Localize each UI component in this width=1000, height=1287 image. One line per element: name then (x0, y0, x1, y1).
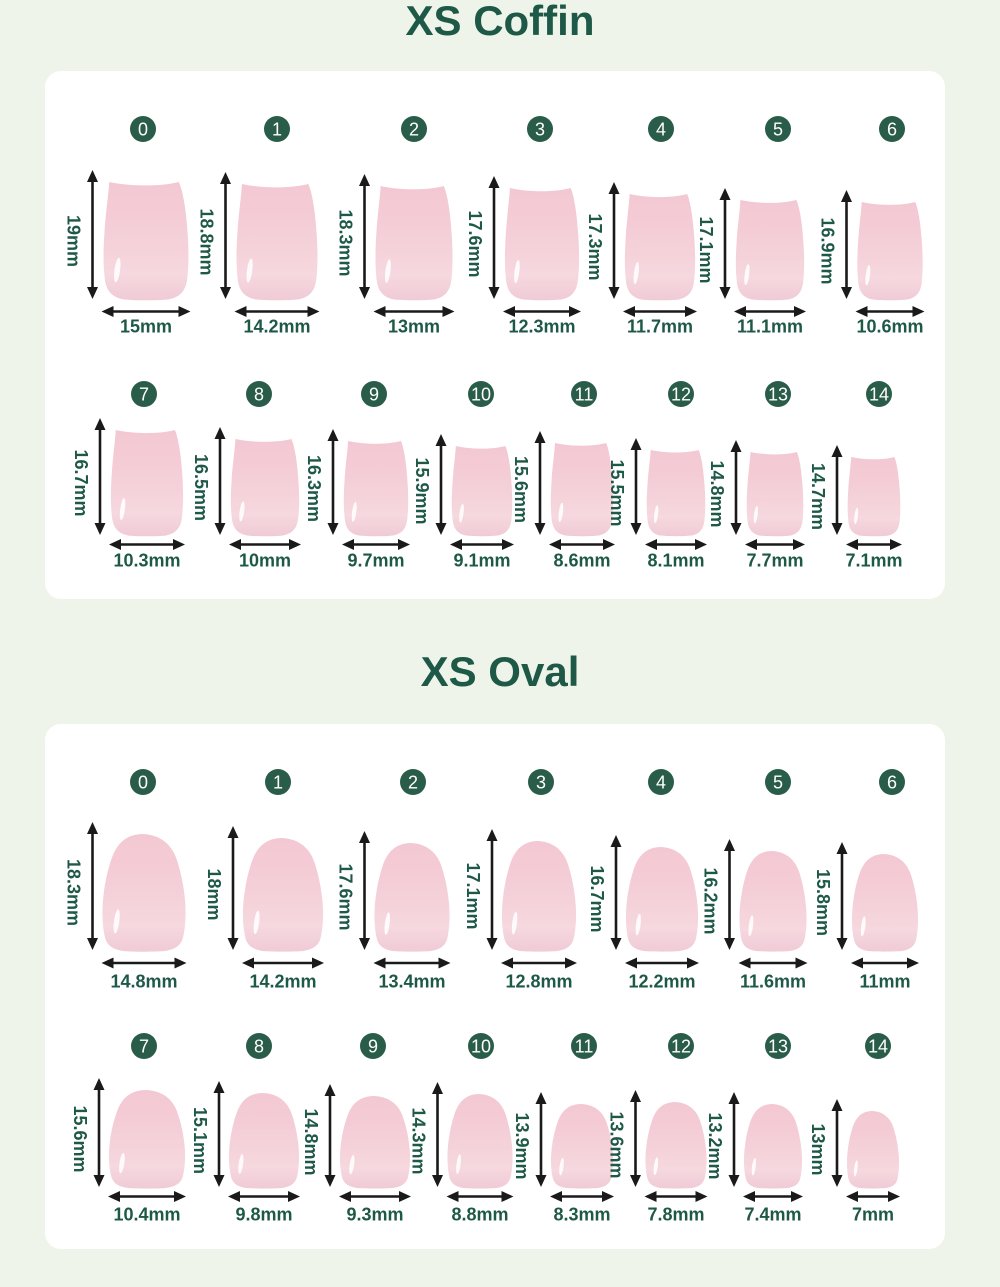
svg-text:17.6mm: 17.6mm (465, 210, 485, 277)
svg-text:16.2mm: 16.2mm (701, 867, 721, 934)
svg-text:17.1mm: 17.1mm (696, 216, 716, 283)
svg-text:7: 7 (139, 385, 149, 405)
svg-text:17.3mm: 17.3mm (585, 213, 605, 280)
svg-text:9.7mm: 9.7mm (347, 551, 404, 571)
svg-text:8.8mm: 8.8mm (451, 1205, 508, 1225)
svg-text:7.4mm: 7.4mm (744, 1205, 801, 1225)
svg-text:14.2mm: 14.2mm (249, 972, 316, 992)
svg-text:15.9mm: 15.9mm (412, 457, 432, 524)
svg-text:4: 4 (656, 120, 666, 140)
svg-text:8: 8 (254, 1037, 264, 1057)
svg-text:14: 14 (868, 1037, 888, 1057)
svg-text:8.3mm: 8.3mm (553, 1205, 610, 1225)
svg-text:5: 5 (773, 120, 783, 140)
svg-text:13mm: 13mm (388, 317, 440, 337)
svg-text:10.4mm: 10.4mm (113, 1205, 180, 1225)
svg-text:12: 12 (671, 385, 691, 405)
svg-text:12.8mm: 12.8mm (505, 972, 572, 992)
svg-text:16.7mm: 16.7mm (71, 449, 91, 516)
svg-text:13.9mm: 13.9mm (512, 1112, 532, 1179)
svg-text:14.3mm: 14.3mm (409, 1107, 429, 1174)
svg-text:17.6mm: 17.6mm (336, 863, 356, 930)
svg-text:10: 10 (471, 385, 491, 405)
svg-text:9: 9 (368, 1037, 378, 1057)
svg-text:18.3mm: 18.3mm (336, 209, 356, 276)
svg-text:15.8mm: 15.8mm (813, 869, 833, 936)
svg-text:15.6mm: 15.6mm (511, 456, 531, 523)
svg-text:13.4mm: 13.4mm (378, 972, 445, 992)
svg-text:6: 6 (887, 120, 897, 140)
svg-text:8.6mm: 8.6mm (553, 551, 610, 571)
svg-text:13mm: 13mm (808, 1123, 828, 1175)
svg-text:1: 1 (273, 773, 283, 793)
svg-text:XS Oval: XS Oval (421, 648, 580, 695)
svg-text:9.3mm: 9.3mm (346, 1205, 403, 1225)
svg-text:11: 11 (575, 385, 594, 405)
svg-text:10.3mm: 10.3mm (113, 551, 180, 571)
svg-text:9.1mm: 9.1mm (453, 551, 510, 571)
svg-text:XS Coffin: XS Coffin (406, 0, 595, 44)
svg-text:19mm: 19mm (64, 215, 84, 267)
svg-text:14.2mm: 14.2mm (243, 317, 310, 337)
svg-text:10.6mm: 10.6mm (856, 317, 923, 337)
svg-text:7.7mm: 7.7mm (746, 551, 803, 571)
svg-text:14.8mm: 14.8mm (301, 1108, 321, 1175)
svg-text:14.8mm: 14.8mm (110, 972, 177, 992)
svg-text:16.5mm: 16.5mm (191, 454, 211, 521)
svg-text:11.7mm: 11.7mm (627, 317, 693, 337)
svg-text:16.3mm: 16.3mm (304, 455, 324, 522)
svg-text:12.2mm: 12.2mm (628, 972, 695, 992)
svg-text:13.6mm: 13.6mm (607, 1111, 627, 1178)
svg-text:5: 5 (773, 773, 783, 793)
svg-text:1: 1 (272, 120, 282, 140)
svg-text:11: 11 (575, 1037, 594, 1057)
svg-text:15mm: 15mm (120, 317, 172, 337)
svg-text:15.5mm: 15.5mm (607, 459, 627, 526)
svg-text:10: 10 (471, 1037, 491, 1057)
svg-text:11mm: 11mm (859, 972, 910, 992)
svg-text:11.1mm: 11.1mm (737, 317, 803, 337)
svg-text:14: 14 (869, 385, 889, 405)
svg-text:9: 9 (369, 385, 379, 405)
svg-text:7.8mm: 7.8mm (647, 1205, 704, 1225)
svg-text:13: 13 (768, 1037, 788, 1057)
svg-text:13: 13 (768, 385, 788, 405)
svg-text:15.6mm: 15.6mm (70, 1105, 90, 1172)
svg-text:14.8mm: 14.8mm (707, 460, 727, 527)
svg-text:8.1mm: 8.1mm (647, 551, 704, 571)
svg-text:12.3mm: 12.3mm (508, 317, 575, 337)
svg-text:2: 2 (409, 120, 419, 140)
svg-text:14.7mm: 14.7mm (808, 463, 828, 530)
svg-text:18mm: 18mm (204, 868, 224, 920)
svg-text:4: 4 (656, 773, 666, 793)
svg-text:10mm: 10mm (239, 551, 291, 571)
svg-text:9.8mm: 9.8mm (235, 1205, 292, 1225)
svg-text:0: 0 (138, 773, 148, 793)
svg-text:13.2mm: 13.2mm (705, 1112, 725, 1179)
svg-text:6: 6 (887, 773, 897, 793)
svg-text:18.3mm: 18.3mm (64, 859, 84, 926)
svg-text:8: 8 (254, 385, 264, 405)
svg-text:12: 12 (671, 1037, 691, 1057)
svg-text:7.1mm: 7.1mm (845, 551, 902, 571)
svg-text:0: 0 (138, 120, 148, 140)
svg-text:17.1mm: 17.1mm (463, 862, 483, 929)
svg-text:3: 3 (535, 120, 545, 140)
svg-text:3: 3 (536, 773, 546, 793)
svg-text:16.7mm: 16.7mm (587, 865, 607, 932)
svg-text:18.8mm: 18.8mm (197, 208, 217, 275)
svg-text:7: 7 (139, 1037, 149, 1057)
svg-text:16.9mm: 16.9mm (818, 217, 838, 284)
svg-text:15.1mm: 15.1mm (190, 1107, 210, 1174)
svg-text:2: 2 (408, 773, 418, 793)
svg-text:7mm: 7mm (852, 1205, 894, 1225)
svg-text:11.6mm: 11.6mm (740, 972, 806, 992)
